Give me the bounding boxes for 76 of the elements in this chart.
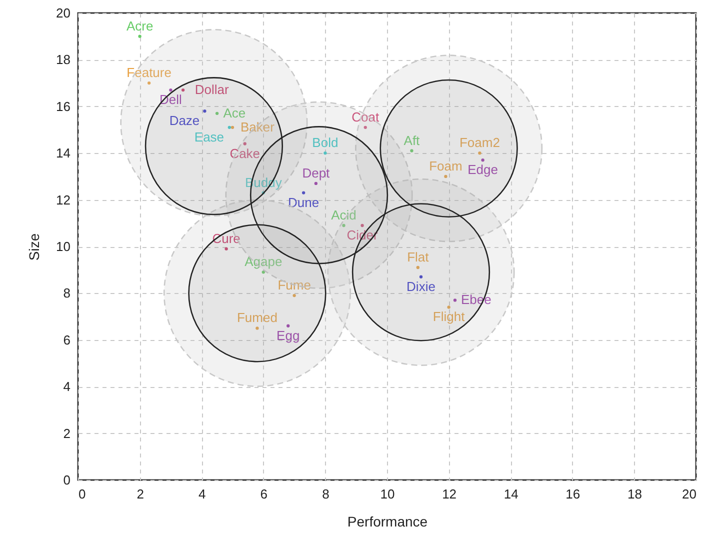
y-tick-label: 18 — [56, 52, 70, 68]
point — [360, 224, 364, 228]
x-tick-label: 16 — [566, 486, 580, 502]
data-label: Edge — [468, 162, 498, 178]
data-label: Daze — [169, 113, 200, 128]
data-label: Baker — [240, 119, 276, 134]
point — [364, 126, 367, 129]
data-label: Flight — [432, 309, 466, 324]
y-tick-label: 12 — [56, 192, 70, 208]
x-tick-label: 4 — [198, 486, 206, 502]
y-axis-title: Size — [26, 233, 42, 261]
y-tick-label: 0 — [63, 472, 70, 488]
point — [286, 324, 290, 328]
point — [169, 88, 172, 92]
y-tick-label: 4 — [63, 379, 70, 394]
y-tick-label: 6 — [63, 332, 70, 348]
data-label: Dixie — [406, 278, 436, 294]
point — [419, 275, 423, 278]
data-label: Foam — [429, 158, 462, 174]
point — [447, 306, 450, 309]
data-label: Agape — [244, 254, 282, 270]
point — [224, 247, 228, 250]
point — [243, 142, 246, 146]
point — [292, 294, 296, 298]
data-label: Fumed — [236, 310, 278, 326]
point — [314, 182, 318, 186]
x-tick-label: 0 — [78, 486, 86, 502]
data-label: Coat — [352, 109, 380, 124]
x-tick-label: 20 — [682, 486, 696, 502]
point — [138, 34, 142, 38]
x-tick-label: 2 — [136, 486, 144, 502]
x-tick-label: 6 — [260, 486, 268, 502]
point — [181, 88, 185, 92]
data-label: Cake — [230, 146, 260, 161]
point — [147, 81, 151, 85]
x-axis-title: Performance — [347, 514, 428, 530]
data-label: Aft — [404, 132, 420, 148]
data-label: Dollar — [194, 82, 230, 98]
point — [262, 270, 265, 274]
point — [453, 298, 457, 302]
x-tick-label: 8 — [322, 486, 330, 502]
data-label: Dept — [302, 165, 330, 180]
data-label: Egg — [276, 328, 300, 343]
x-tick-label: 10 — [380, 486, 395, 502]
point — [342, 224, 346, 228]
y-tick-label: 10 — [56, 239, 70, 254]
data-label: Bold — [312, 135, 338, 150]
data-label: Ace — [223, 105, 246, 120]
point — [230, 126, 234, 129]
point — [302, 191, 306, 194]
data-label: Acid — [331, 207, 356, 222]
y-tick-label: 16 — [56, 98, 70, 114]
data-label: Feature — [126, 65, 172, 80]
data-label: Acre — [126, 18, 154, 34]
point — [416, 266, 420, 270]
point — [410, 149, 414, 152]
y-tick-label: 2 — [63, 426, 70, 441]
point — [228, 126, 231, 129]
x-tick-label: 14 — [504, 486, 518, 502]
y-tick-label: 8 — [63, 286, 70, 301]
data-label: Dune — [288, 194, 320, 210]
data-label: Foam2 — [459, 135, 500, 150]
y-tick-label: 20 — [56, 6, 70, 20]
point — [215, 112, 219, 115]
x-tick-label: 12 — [442, 486, 457, 502]
y-tick-label: 14 — [56, 146, 70, 161]
point — [478, 152, 482, 155]
point — [444, 174, 448, 178]
point — [481, 158, 484, 162]
point — [324, 152, 327, 155]
data-label: Flat — [407, 250, 430, 265]
data-label: Ease — [194, 129, 224, 144]
point — [262, 191, 265, 194]
point — [203, 109, 206, 113]
x-tick-label: 18 — [627, 486, 642, 502]
point — [256, 326, 259, 330]
